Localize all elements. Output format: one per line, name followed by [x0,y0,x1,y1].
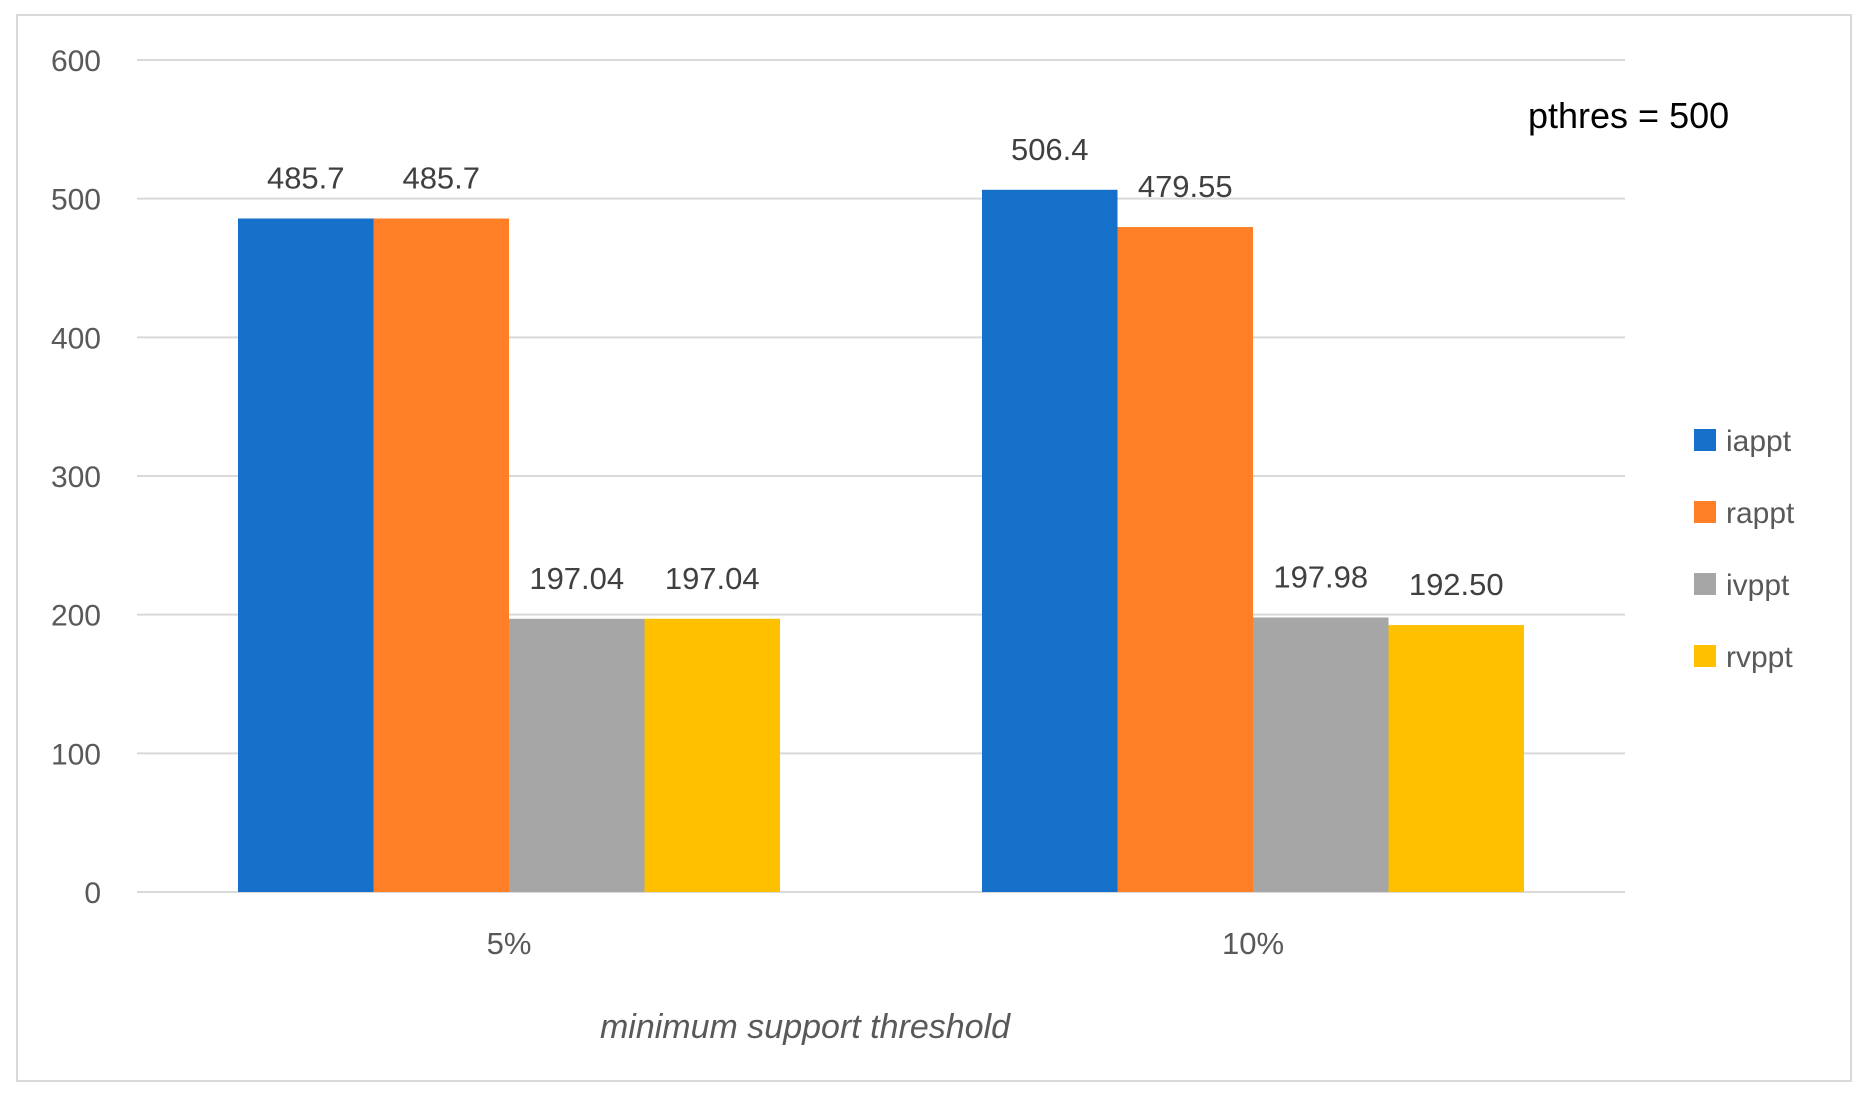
bar-ivppt-1 [1253,617,1389,892]
y-tick-label: 200 [51,600,101,633]
x-axis-title: minimum support threshold [600,1008,1011,1046]
bar-rappt-1 [1117,227,1253,893]
data-label-rappt-1: 479.55 [1138,169,1233,204]
legend-swatch-rappt [1694,501,1716,523]
bar-rvppt-1 [1388,625,1524,892]
data-label-rvppt-0: 197.04 [665,561,760,596]
legend-label-rappt: rappt [1726,497,1795,530]
legend-label-ivppt: ivppt [1726,569,1790,602]
pthres-annotation: pthres = 500 [1528,95,1729,136]
x-axis-categories: 5% 10% [487,926,1284,961]
x-category-label: 5% [487,926,532,961]
legend-label-rvppt: rvppt [1726,641,1793,674]
y-tick-label: 100 [51,738,101,771]
x-category-label: 10% [1222,926,1284,961]
bar-rvppt-0 [644,618,780,892]
y-tick-label: 400 [51,322,101,355]
y-tick-label: 300 [51,461,101,494]
y-tick-label: 500 [51,184,101,217]
bars [238,189,1524,893]
legend: iappt rappt ivppt rvppt [1694,425,1795,674]
legend-swatch-iappt [1694,429,1716,451]
data-label-rappt-0: 485.7 [402,160,480,195]
data-label-ivppt-1: 197.98 [1273,559,1368,594]
bar-rappt-0 [373,218,509,893]
y-axis-ticks: 0 100 200 300 400 500 600 [51,45,101,910]
data-label-rvppt-1: 192.50 [1409,567,1504,602]
legend-swatch-ivppt [1694,573,1716,595]
bar-iappt-1 [982,189,1118,893]
bar-ivppt-0 [509,618,645,892]
y-tick-label: 0 [84,877,101,910]
bar-iappt-0 [238,218,374,893]
y-tick-label: 600 [51,45,101,78]
data-label-ivppt-0: 197.04 [529,561,624,596]
data-labels: 485.7 485.7 197.04 197.04 506.4 479.55 197.98 1… [267,132,1504,602]
legend-label-iappt: iappt [1726,425,1792,458]
legend-swatch-rvppt [1694,645,1716,667]
data-label-iappt-0: 485.7 [267,160,345,195]
data-label-iappt-1: 506.4 [1011,132,1089,167]
